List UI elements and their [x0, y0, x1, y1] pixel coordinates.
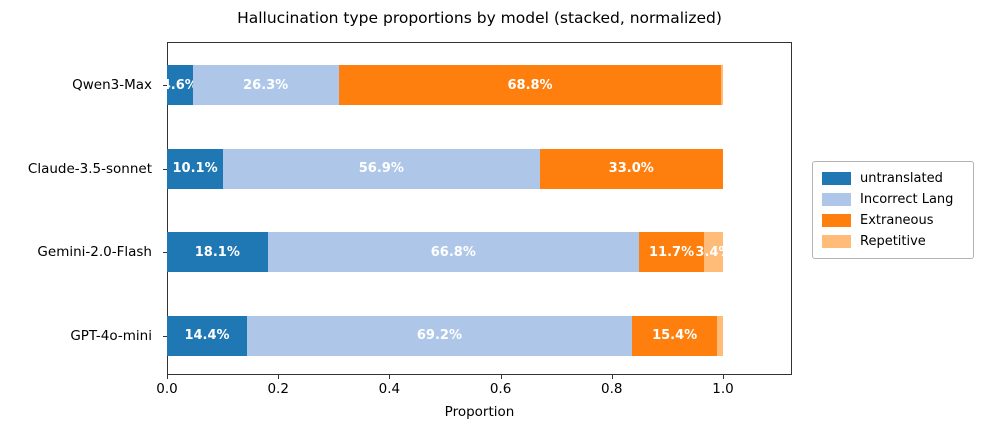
chart-title: Hallucination type proportions by model … [237, 9, 722, 27]
bar-value-label: 69.2% [416, 328, 462, 343]
bar-value-label: 11.7% [649, 244, 695, 260]
bar-value-label: 18.1% [194, 244, 240, 260]
bar-segment-Incorrect Lang: 66.8% [267, 232, 640, 272]
x-tick-mark [500, 375, 502, 379]
legend-item-Repetitive: Repetitive [822, 231, 964, 252]
bar-segment-Extraneous: 33.0% [539, 148, 723, 189]
legend-swatch [822, 172, 851, 185]
x-tick-mark [389, 375, 391, 379]
x-tick-label: 1.0 [712, 381, 734, 397]
legend-item-Incorrect Lang: Incorrect Lang [822, 189, 964, 210]
legend-item-untranslated: untranslated [822, 168, 964, 189]
x-tick-label: 0.2 [267, 381, 289, 397]
y-tick-mark [163, 168, 167, 170]
bar-segment-Incorrect Lang: 69.2% [247, 315, 632, 356]
bar-value-label: 15.4% [652, 328, 698, 343]
y-tick-mark [163, 252, 167, 253]
x-tick-label: 0.0 [156, 381, 178, 397]
bar-Gemini-2.0-Flash: 18.1% 66.8% 11.7% 3.4% [167, 232, 732, 272]
legend-label: untranslated [860, 171, 943, 186]
x-axis-label: Proportion [444, 404, 515, 420]
y-tick-label: Qwen3-Max [72, 77, 152, 93]
x-tick-label: 0.4 [378, 381, 401, 397]
x-tick-mark [167, 375, 168, 379]
x-tick-mark [723, 375, 724, 379]
legend-swatch [822, 214, 851, 227]
bar-segment-Extraneous: 11.7% [639, 232, 705, 272]
bar-value-label: 10.1% [172, 161, 218, 176]
bar-value-label: 68.8% [507, 77, 553, 93]
legend-swatch [822, 193, 851, 206]
x-tick-mark [278, 375, 280, 379]
x-tick-label: 0.8 [601, 381, 623, 397]
bar-segment-Repetitive [721, 65, 723, 105]
bar-segment-Repetitive: 3.4% [696, 232, 732, 272]
bar-value-label: 14.4% [184, 328, 230, 343]
bar-value-label: 3.4% [695, 244, 732, 260]
bar-Qwen3-Max: 4.6% 26.3% 68.8% [162, 65, 723, 105]
bar-value-label: 4.6% [161, 77, 198, 93]
legend-label: Extraneous [860, 213, 934, 228]
bar-value-label: 33.0% [608, 161, 654, 176]
bar-segment-Extraneous: 15.4% [631, 315, 718, 356]
x-tick-label: 0.6 [489, 381, 512, 397]
bar-GPT-4o-mini: 14.4% 69.2% 15.4% [167, 315, 723, 356]
bar-segment-Incorrect Lang: 56.9% [223, 148, 540, 189]
y-tick-mark [163, 335, 167, 337]
bar-segment-Repetitive [717, 315, 723, 356]
x-tick-mark [611, 375, 613, 379]
y-tick-label: Gemini-2.0-Flash [37, 244, 152, 260]
legend-label: Incorrect Lang [860, 192, 954, 207]
bar-segment-untranslated: 18.1% [167, 232, 268, 272]
bar-segment-untranslated: 14.4% [167, 315, 248, 356]
legend: untranslated Incorrect Lang Extraneous Repe… [812, 161, 974, 259]
bar-segment-Extraneous: 68.8% [338, 65, 722, 105]
legend-label: Repetitive [860, 234, 926, 249]
legend-item-Extraneous: Extraneous [822, 210, 964, 231]
bar-segment-Incorrect Lang: 26.3% [192, 65, 339, 105]
legend-swatch [822, 235, 851, 248]
bars-layer: 4.6% 26.3% 68.8% 10.1% 56.9% 33.0% 18.1% 66.8% 1… [162, 42, 792, 375]
y-tick-mark [163, 85, 167, 86]
bar-Claude-3.5-sonnet: 10.1% 56.9% 33.0% [167, 148, 723, 189]
y-tick-label: GPT-4o-mini [70, 327, 152, 344]
bar-value-label: 26.3% [243, 77, 289, 93]
bar-segment-untranslated: 10.1% [167, 148, 224, 189]
bar-segment-untranslated: 4.6% [162, 65, 198, 105]
y-tick-label: Claude-3.5-sonnet [27, 160, 152, 177]
bar-value-label: 56.9% [358, 161, 404, 176]
bar-value-label: 66.8% [430, 244, 476, 260]
